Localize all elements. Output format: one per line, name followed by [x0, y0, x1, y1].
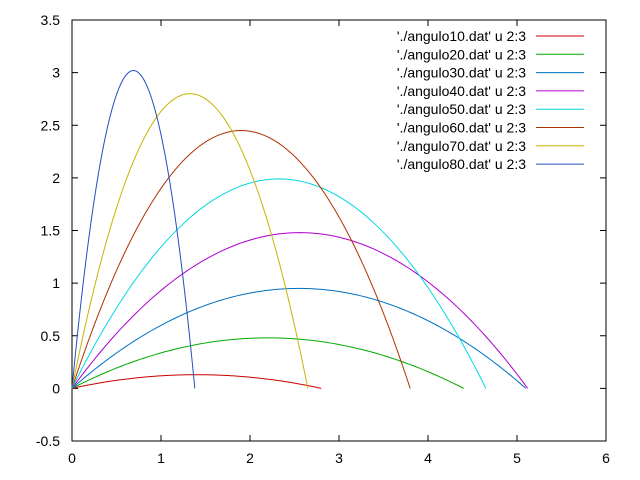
legend-label: './angulo70.dat' u 2:3: [397, 138, 526, 154]
series-line-4: [71, 232, 529, 389]
y-tick-label: 0: [52, 380, 60, 396]
y-tick-label: 3.5: [41, 12, 61, 28]
series-line-3: [71, 287, 527, 389]
legend-label: './angulo80.dat' u 2:3: [397, 156, 526, 172]
legend-label: './angulo50.dat' u 2:3: [397, 101, 526, 117]
series-layer: [71, 70, 529, 389]
y-tick-label: 2: [52, 170, 60, 186]
y-axis: -0.5 0 0.5 1 1.5 2 2.5 3 3.5: [36, 12, 606, 449]
legend-label: './angulo30.dat' u 2:3: [397, 65, 526, 81]
series-line-8: [71, 70, 196, 389]
x-axis: 0 1 2 3 4 5 6: [68, 20, 610, 466]
legend-label: './angulo20.dat' u 2:3: [397, 46, 526, 62]
series-line-6: [71, 130, 411, 389]
x-tick-label: 5: [513, 450, 521, 466]
y-tick-label: 3: [52, 65, 60, 81]
x-tick-label: 1: [157, 450, 165, 466]
y-tick-label: 2.5: [41, 117, 61, 133]
x-tick-label: 3: [335, 450, 343, 466]
series-line-1: [71, 374, 322, 389]
legend-label: './angulo40.dat' u 2:3: [397, 83, 526, 99]
x-tick-label: 2: [246, 450, 254, 466]
x-tick-label: 0: [68, 450, 76, 466]
series-line-5: [71, 178, 487, 389]
legend: './angulo10.dat' u 2:3 './angulo20.dat' u…: [397, 28, 584, 172]
series-line-2: [71, 337, 464, 389]
y-tick-label: -0.5: [36, 433, 60, 449]
y-tick-label: 1: [52, 275, 60, 291]
series-line-7: [71, 93, 309, 389]
x-tick-label: 6: [602, 450, 610, 466]
legend-label: './angulo10.dat' u 2:3: [397, 28, 526, 44]
x-tick-label: 4: [424, 450, 432, 466]
y-tick-label: 0.5: [41, 328, 61, 344]
y-tick-label: 1.5: [41, 223, 61, 239]
legend-label: './angulo60.dat' u 2:3: [397, 120, 526, 136]
